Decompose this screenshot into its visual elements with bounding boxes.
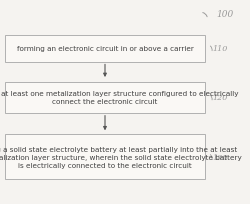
Text: 120: 120 (212, 94, 228, 102)
Text: forming an electronic circuit in or above a carrier: forming an electronic circuit in or abov… (16, 46, 194, 52)
Bar (5, 135, 205, 180)
Bar (5, 36, 205, 62)
Text: 130: 130 (212, 153, 228, 161)
Text: 100: 100 (216, 10, 234, 19)
Text: 110: 110 (212, 45, 228, 53)
Text: forming at least one metalization layer structure configured to electrically
con: forming at least one metalization layer … (0, 91, 239, 105)
Text: forming a solid state electrolyte battery at least partially into the at least
o: forming a solid state electrolyte batter… (0, 146, 242, 168)
Bar (5, 83, 205, 113)
